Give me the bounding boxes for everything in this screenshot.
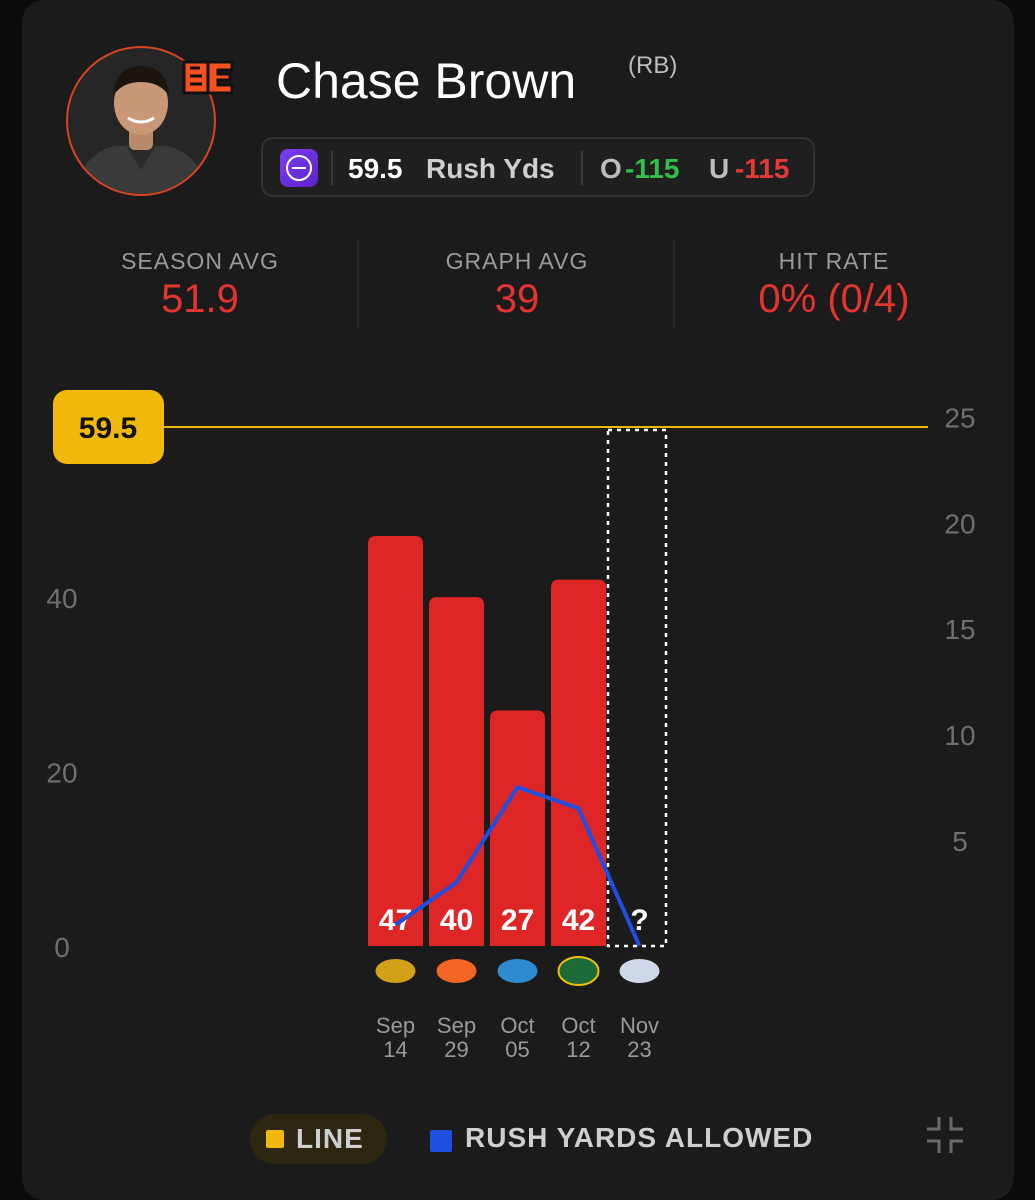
left-axis-tick-label: 20	[46, 758, 77, 789]
date-label-day: 12	[566, 1037, 590, 1062]
prop-line-value: 59.5	[348, 153, 403, 184]
date-label-month: Sep	[376, 1013, 415, 1038]
legend-line-label: LINE	[296, 1123, 364, 1154]
right-axis-tick-label: 15	[944, 614, 975, 645]
under-label: U	[709, 153, 730, 184]
broncos-logo	[436, 959, 477, 983]
collapse-icon[interactable]	[925, 1115, 965, 1155]
bar-value-label: 47	[379, 904, 412, 937]
stat-label: HIT RATE	[778, 248, 890, 274]
left-axis-tick-label: 40	[46, 583, 77, 614]
legend-rya-swatch	[430, 1130, 452, 1152]
lions-logo	[497, 959, 538, 983]
patriots-logo	[619, 959, 660, 983]
stat-value: 39	[494, 277, 540, 321]
left-axis-tick-label: 0	[54, 932, 70, 963]
jaguars-logo	[375, 959, 416, 983]
hard-rock-bet-icon	[280, 149, 318, 187]
stat-divider	[357, 240, 359, 328]
legend-line-swatch	[266, 1130, 284, 1148]
date-label-month: Sep	[437, 1013, 476, 1038]
bar	[551, 579, 606, 946]
date-label-day: 05	[505, 1037, 529, 1062]
prop-line-pill[interactable]: 59.5 Rush Yds O -115 U -115	[261, 137, 815, 197]
bar-value-label: ?	[630, 904, 648, 937]
season-avg-stat: SEASON AVG 51.9	[50, 248, 350, 322]
bar	[368, 536, 423, 946]
bengals-logo	[182, 60, 234, 95]
graph-avg-stat: GRAPH AVG 39	[367, 248, 667, 322]
right-axis-tick-label: 5	[952, 826, 968, 857]
date-label-day: 23	[627, 1037, 651, 1062]
player-prop-card	[22, 0, 1014, 1200]
prop-line-badge	[53, 390, 164, 464]
player-position: (RB)	[628, 52, 678, 79]
over-label: O	[600, 153, 622, 184]
date-label-month: Nov	[620, 1013, 659, 1038]
player-photo-icon	[76, 66, 206, 194]
prop-stat-label: Rush Yds	[426, 153, 555, 184]
stat-divider	[673, 240, 675, 328]
player-name: Chase Brown	[276, 53, 577, 109]
stat-label: GRAPH AVG	[445, 248, 589, 274]
bar-value-label: 27	[501, 904, 534, 937]
hit-rate-stat: HIT RATE 0% (0/4)	[684, 248, 984, 322]
under-odds[interactable]: -115	[735, 153, 790, 184]
bar	[490, 710, 545, 946]
right-axis-tick-label: 25	[944, 402, 975, 433]
legend-line-toggle[interactable]: LINE	[250, 1114, 387, 1164]
pill-divider	[581, 151, 583, 185]
upcoming-game-box	[606, 428, 668, 948]
stat-value: 51.9	[161, 277, 239, 321]
right-axis-tick-label: 20	[944, 508, 975, 539]
right-axis-tick-label: 10	[944, 720, 975, 751]
date-label-month: Oct	[561, 1013, 595, 1038]
bar-value-label: 42	[562, 904, 595, 937]
legend-rya-label: RUSH YARDS ALLOWED	[465, 1122, 814, 1153]
stat-value: 0% (0/4)	[758, 277, 910, 321]
prop-line-badge-label: 59.5	[79, 412, 137, 445]
packers-logo	[557, 956, 600, 986]
over-odds[interactable]: -115	[625, 153, 680, 184]
date-label-month: Oct	[500, 1013, 534, 1038]
bar-value-label: 40	[440, 904, 473, 937]
date-label-day: 29	[444, 1037, 468, 1062]
stat-label: SEASON AVG	[121, 248, 279, 274]
pill-divider	[331, 151, 333, 185]
date-label-day: 14	[383, 1037, 407, 1062]
